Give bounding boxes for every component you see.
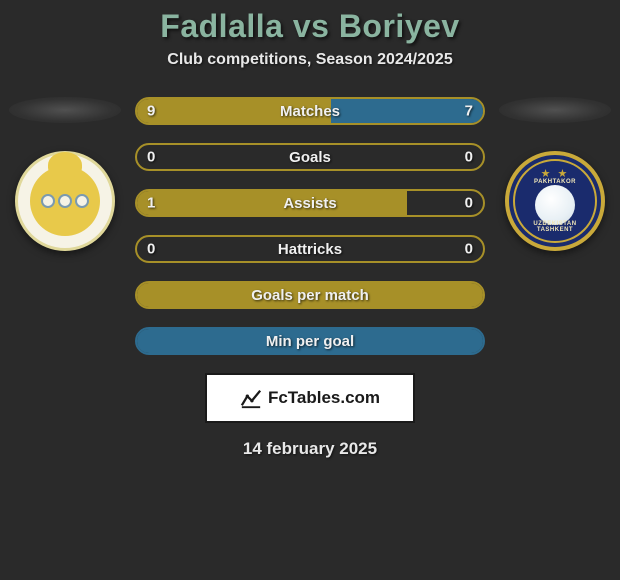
crest-right-inner: ★ ★ PAKHTAKOR UZBEKISTAN TASHKENT <box>513 159 597 243</box>
stat-value-right: 7 <box>465 103 473 120</box>
crest-left-figures <box>41 194 89 208</box>
stat-fill-right <box>331 99 483 123</box>
stat-label: Assists <box>283 195 336 212</box>
brand-logo-icon <box>240 387 262 409</box>
stat-label: Matches <box>280 103 340 120</box>
stat-bar: Goals per match <box>135 281 485 309</box>
stats-column: 9 7 Matches 0 0 Goals 1 0 Assists 0 0 Hattricks Goal… <box>135 97 485 355</box>
crest-right-top-text: PAKHTAKOR <box>515 179 595 185</box>
stat-label: Goals <box>289 149 331 166</box>
player-shadow-left <box>9 97 121 123</box>
crest-right-bot-text: UZBEKISTAN TASHKENT <box>515 221 595 233</box>
stat-bar: 9 7 Matches <box>135 97 485 125</box>
brand-text: FcTables.com <box>268 388 380 408</box>
stat-label: Min per goal <box>266 333 354 350</box>
stat-value-left: 0 <box>147 149 155 166</box>
comparison-card: Fadlalla vs Boriyev Club competitions, S… <box>0 0 620 459</box>
subtitle: Club competitions, Season 2024/2025 <box>167 51 452 69</box>
stat-fill-left <box>137 191 407 215</box>
stat-value-right: 0 <box>465 149 473 166</box>
date-text: 14 february 2025 <box>243 439 377 459</box>
stat-value-left: 9 <box>147 103 155 120</box>
stat-bar: Min per goal <box>135 327 485 355</box>
main-row: 9 7 Matches 0 0 Goals 1 0 Assists 0 0 Hattricks Goal… <box>0 97 620 355</box>
team-crest-left <box>15 151 115 251</box>
stat-value-right: 0 <box>465 195 473 212</box>
right-column: ★ ★ PAKHTAKOR UZBEKISTAN TASHKENT <box>495 97 615 251</box>
player-shadow-right <box>499 97 611 123</box>
crest-right-ball <box>535 185 575 225</box>
stat-bar: 0 0 Goals <box>135 143 485 171</box>
stat-value-left: 0 <box>147 241 155 258</box>
page-title: Fadlalla vs Boriyev <box>160 8 459 45</box>
stat-label: Hattricks <box>278 241 342 258</box>
crest-left-inner <box>30 166 100 236</box>
stat-label: Goals per match <box>251 287 369 304</box>
left-column <box>5 97 125 251</box>
stat-bar: 1 0 Assists <box>135 189 485 217</box>
stat-bar: 0 0 Hattricks <box>135 235 485 263</box>
stat-value-right: 0 <box>465 241 473 258</box>
brand-box[interactable]: FcTables.com <box>205 373 415 423</box>
team-crest-right: ★ ★ PAKHTAKOR UZBEKISTAN TASHKENT <box>505 151 605 251</box>
stat-value-left: 1 <box>147 195 155 212</box>
